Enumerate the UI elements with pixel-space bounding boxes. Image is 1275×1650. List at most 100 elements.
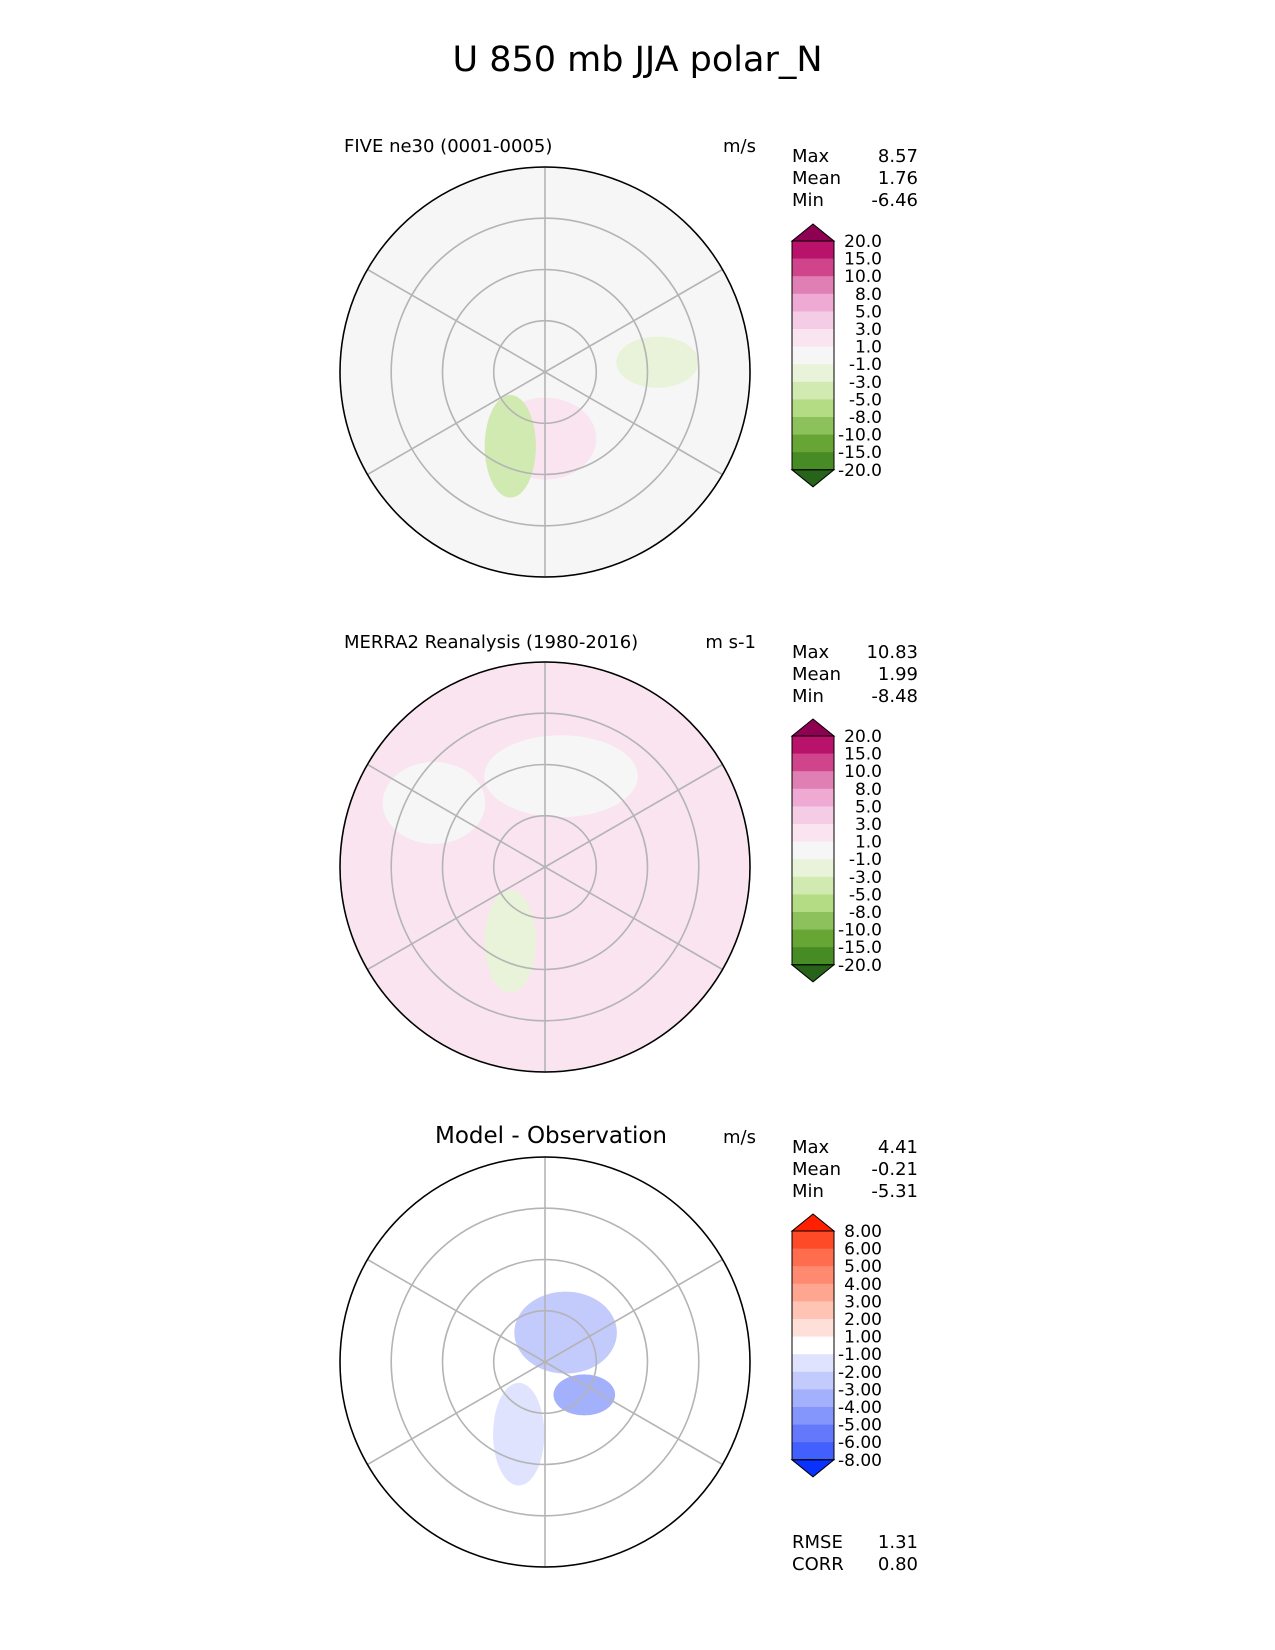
colorbar-tick-label: -15.0 <box>838 443 882 463</box>
meridian-line <box>544 1258 723 1363</box>
colorbar-tick-label: 5.0 <box>855 797 882 817</box>
colorbar-tick-label: 4.00 <box>844 1275 882 1295</box>
stats-block-difference: Max 4.41 Mean -0.21 Min -5.31 <box>792 1137 918 1202</box>
colorbar-tick-label: 20.0 <box>844 727 882 747</box>
colorbar-tick-label: 15.0 <box>844 745 882 765</box>
colorbar-tick-label: -5.00 <box>838 1416 882 1436</box>
colorbar-extend-top <box>790 223 836 242</box>
colorbar-cell <box>792 452 834 471</box>
field-region <box>514 1291 617 1374</box>
colorbar-cell <box>792 364 834 383</box>
colorbar-tick-label: 20.0 <box>844 232 882 252</box>
field-region <box>493 1382 545 1486</box>
colorbar-tick-label: -3.0 <box>849 373 882 393</box>
colorbar-cell <box>792 276 834 295</box>
colorbar-cell <box>792 311 834 330</box>
metrics-block: RMSE 1.31 CORR 0.80 <box>792 1532 918 1575</box>
colorbar-cell <box>792 293 834 312</box>
stat-max-label: Max <box>792 642 830 663</box>
map-boundary-observation <box>339 661 751 1073</box>
stat-min-value: -5.31 <box>871 1181 918 1202</box>
colorbar-cell <box>792 1266 834 1285</box>
colorbar-tick-label: -8.0 <box>849 903 882 923</box>
meridian-line <box>367 371 546 476</box>
colorbar-cell <box>792 1301 834 1320</box>
colorbar-tick-label: -6.00 <box>838 1433 882 1453</box>
colorbar-tick-label: 8.0 <box>855 285 882 305</box>
colorbar-tick-label: -3.00 <box>838 1380 882 1400</box>
units-label-model: m/s <box>723 136 756 157</box>
panel-model: FIVE ne30 (0001-0005) m/s Max 8.57 Mean … <box>339 136 918 578</box>
colorbar-cell <box>792 736 834 754</box>
colorbar-tick-label: 1.00 <box>844 1328 882 1348</box>
colorbar-tick-label: 8.0 <box>855 780 882 800</box>
stat-min-label: Min <box>792 1181 824 1202</box>
panel-title-model: FIVE ne30 (0001-0005) <box>344 136 552 157</box>
colorbar-cell <box>792 381 834 400</box>
colorbar-tick-label: -1.0 <box>849 850 882 870</box>
colorbar-cell <box>792 912 834 930</box>
map-boundary-difference <box>339 1156 751 1568</box>
units-label-observation: m s-1 <box>705 632 756 653</box>
stat-mean-label: Mean <box>792 168 841 189</box>
meridian-line <box>367 1258 546 1363</box>
colorbar-extend-bottom <box>790 964 836 983</box>
colorbar-tick-label: -8.0 <box>849 408 882 428</box>
meridian-line <box>367 866 546 971</box>
colorbar-cell <box>792 1407 834 1425</box>
colorbar-tick-label: -1.00 <box>838 1345 882 1365</box>
colorbar-cell <box>792 434 834 453</box>
field-region <box>484 735 638 818</box>
stat-max-label: Max <box>792 1137 830 1158</box>
meridian-line <box>544 1361 723 1466</box>
field-region <box>616 336 699 388</box>
meridian-line <box>544 268 723 373</box>
colorbar-cell <box>792 1371 834 1390</box>
colorbar-tick-label: -20.0 <box>838 956 882 976</box>
stat-min-value: -8.48 <box>871 686 918 707</box>
stat-mean-value: -0.21 <box>871 1159 918 1180</box>
stat-mean-label: Mean <box>792 1159 841 1180</box>
meridian-line <box>544 763 723 868</box>
colorbar-tick-label: -3.0 <box>849 868 882 888</box>
colorbar-cell <box>792 241 834 259</box>
colorbar-cell <box>792 806 834 825</box>
colorbar-difference: 8.006.005.004.003.002.001.00-1.00-2.00-3… <box>790 1213 882 1478</box>
colorbar-cell <box>792 258 834 277</box>
colorbar-cell <box>792 1424 834 1443</box>
meridian-line <box>544 371 723 476</box>
colorbar-extend-bottom <box>790 469 836 488</box>
units-label-difference: m/s <box>723 1127 756 1148</box>
colorbar-cell <box>792 1319 834 1337</box>
stat-mean-label: Mean <box>792 664 841 685</box>
panel-observation: MERRA2 Reanalysis (1980-2016) m s-1 Max … <box>339 632 918 1073</box>
colorbar-cell <box>792 1389 834 1408</box>
colorbar-tick-label: 8.00 <box>844 1222 882 1242</box>
colorbar-cell <box>792 1231 834 1249</box>
colorbar-cell <box>792 824 834 842</box>
colorbar-cell <box>792 329 834 347</box>
colorbar-cell <box>792 947 834 966</box>
metric-rmse-label: RMSE <box>792 1532 843 1553</box>
panel-title-difference: Model - Observation <box>435 1123 667 1149</box>
stats-block-observation: Max 10.83 Mean 1.99 Min -8.48 <box>792 642 918 707</box>
meridian-line <box>367 763 546 868</box>
colorbar-frame <box>791 735 835 966</box>
panel-difference: Model - Observation m/s Max 4.41 Mean -0… <box>339 1123 918 1575</box>
colorbar-tick-label: 3.00 <box>844 1292 882 1312</box>
colorbar-tick-label: 5.00 <box>844 1257 882 1277</box>
colorbar-cell <box>792 841 834 860</box>
stat-mean-value: 1.99 <box>878 664 918 685</box>
colorbar-cell <box>792 929 834 948</box>
metric-corr-label: CORR <box>792 1554 844 1575</box>
colorbar-cell <box>792 894 834 913</box>
colorbar-frame <box>791 240 835 471</box>
colorbar-tick-label: 1.0 <box>855 833 882 853</box>
colorbar-tick-label: -2.00 <box>838 1363 882 1383</box>
colorbar-cell <box>792 399 834 418</box>
colorbar-tick-label: 15.0 <box>844 250 882 270</box>
colorbar-tick-label: 6.00 <box>844 1240 882 1260</box>
colorbar-tick-label: 10.0 <box>844 762 882 782</box>
colorbar-tick-label: -5.0 <box>849 885 882 905</box>
stats-block-model: Max 8.57 Mean 1.76 Min -6.46 <box>792 146 918 211</box>
